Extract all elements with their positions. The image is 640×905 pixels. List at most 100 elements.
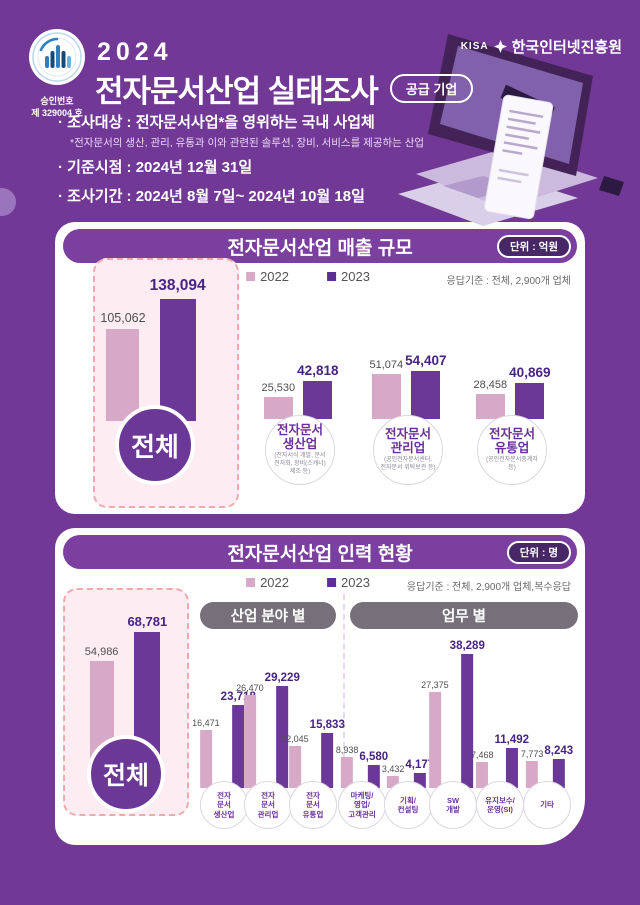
value-2023: 15,833 — [309, 719, 345, 731]
category-name: 전자 문서 관리업 — [257, 790, 279, 819]
sales-chart-distribution: 28,458 40,869 전자문서 유통업 (공인전자문서중계자 등) — [452, 282, 572, 504]
hr-respondent-note: 응답기준 : 전체, 2,900개 업체,복수응답 — [406, 582, 571, 593]
category-circle: 전자 문서 생산업 — [200, 781, 248, 829]
category-circle: 전자문서 관리업 (공인전자문서센터, 전자문서 위탁보관 등) — [373, 415, 443, 485]
category-name: 전자 문서 유통업 — [302, 790, 324, 819]
value-2023: 68,781 — [127, 614, 168, 629]
sales-total-chart: 105,062 138,094 전체 — [93, 258, 239, 508]
survey-target-note: *전자문서의 생산, 관리, 유통과 이와 관련된 솔루션, 장비, 서비스를 … — [70, 136, 425, 149]
survey-overview: · 조사대상 : 전자문서사업*을 영위하는 국내 사업체 *전자문서의 생산,… — [58, 112, 508, 207]
category-name: 기타 — [540, 800, 554, 810]
bar-2022 — [341, 757, 354, 788]
bar-2023 — [552, 759, 565, 788]
category-circle: 전자문서 생산업 (전자서식 개발, 문서 전자화, 장비(스캐너) 제조 등) — [265, 415, 335, 485]
hr-chart-maintenance: 7,468 11,492 유지보수/ 운영(SI) — [471, 628, 529, 829]
value-2022: 16,471 — [192, 718, 220, 728]
category-circle: 기획/ 컨설팅 — [384, 781, 432, 829]
legend-label-2022: 2022 — [260, 269, 289, 284]
bar-column-2022: 12,045 — [281, 734, 309, 788]
hr-total-chart: 54,986 68,781 전체 — [63, 588, 189, 816]
category-name: 전자문서 유통업 — [488, 427, 535, 456]
value-2023: 11,492 — [494, 734, 530, 746]
approval-number: 승인번호 제 329004 호 — [26, 95, 88, 119]
survey-target: · 조사대상 : 전자문서사업*을 영위하는 국내 사업체 — [58, 114, 375, 131]
bar-2022 — [106, 329, 140, 421]
hr-chart-management: 26,470 29,229 전자 문서 관리업 — [236, 628, 300, 829]
value-2022: 12,045 — [281, 734, 309, 744]
laptop-printing-illustration — [398, 34, 624, 226]
sales-section-card: 전자문서산업 매출 규모 단위 : 억원 2022 2023 응답기준 : 전체… — [55, 222, 585, 514]
legend: 2022 2023 — [246, 575, 370, 590]
total-circle: 전체 — [115, 405, 195, 485]
category-circle: SW 개발 — [429, 781, 477, 829]
category-name: SW 개발 — [446, 795, 460, 814]
group-divider — [343, 594, 345, 817]
value-2022: 8,938 — [335, 745, 359, 755]
title-row: 전자문서산업 실태조사 공급 기업 — [95, 66, 474, 111]
bar-column-2023: 15,833 — [310, 719, 345, 788]
supply-badge: 공급 기업 — [389, 74, 474, 103]
bar-column-2023: 8,243 — [544, 745, 573, 788]
bar-2022 — [243, 695, 256, 788]
bar-column-2023: 138,094 — [150, 277, 206, 421]
bar-column-2023: 40,869 — [509, 365, 550, 419]
category-name: 마케팅/ 영업/ 고객관리 — [348, 790, 376, 819]
sales-chart-management: 51,074 54,407 전자문서 관리업 (공인전자문서센터, 전자문서 위… — [348, 282, 468, 504]
bar-group: 3,432 4,177 — [382, 628, 434, 788]
kisa-name: 한국인터넷진흥원 — [511, 39, 622, 56]
value-2023: 42,818 — [297, 363, 339, 378]
legend-label-2023: 2023 — [341, 269, 370, 284]
legend: 2022 2023 — [246, 269, 370, 284]
kisa-star-icon — [493, 40, 507, 53]
bar-column-2022: 8,938 — [335, 745, 359, 788]
bar-group: 26,470 29,229 — [236, 628, 300, 788]
bar-column-2023: 11,492 — [494, 734, 529, 788]
bar-group: 28,458 40,869 — [452, 282, 572, 419]
national-statistics-emblem-icon — [29, 29, 85, 85]
survey-period: · 조사기간 : 2024년 8월 7일~ 2024년 10월 18일 — [58, 187, 365, 205]
sales-chart-production: 25,530 42,818 전자문서 생산업 (전자서식 개발, 문서 전자화,… — [240, 282, 360, 504]
category-circle: 유지보수/ 운영(SI) — [476, 781, 524, 829]
hr-chart-marketing: 8,938 6,580 마케팅/ 영업/ 고객관리 — [334, 628, 390, 829]
bar-2022 — [428, 692, 441, 788]
bar-column-2022: 7,773 — [521, 749, 543, 788]
value-2023: 138,094 — [149, 277, 206, 294]
page-title: 전자문서산업 실태조사 — [95, 74, 379, 109]
total-circle: 전체 — [87, 735, 165, 813]
value-2023: 40,869 — [509, 365, 551, 380]
value-2022: 28,458 — [473, 379, 508, 391]
bar-column-2023: 54,407 — [405, 353, 446, 419]
group-title-task: 업무 별 — [350, 602, 578, 629]
bar-2023 — [461, 654, 474, 788]
category-circle: 전자 문서 관리업 — [244, 781, 292, 829]
category-name: 전자 문서 생산업 — [213, 790, 235, 819]
category-circle: 기타 — [523, 781, 571, 829]
bar-column-2022: 25,530 — [262, 382, 295, 419]
category-desc: (공인전자문서센터, 전자문서 위탁보관 등) — [380, 457, 436, 471]
hr-unit-badge: 단위 : 명 — [506, 541, 571, 564]
value-2022: 26,470 — [236, 683, 264, 693]
bar-column-2022: 26,470 — [236, 683, 264, 788]
hr-section-title: 전자문서산업 인력 현황 — [63, 535, 577, 569]
category-name: 전자문서 생산업 — [276, 423, 323, 452]
bar-2022 — [199, 730, 212, 788]
legend-swatch-2023 — [327, 272, 336, 281]
sales-section-title: 전자문서산업 매출 규모 — [63, 229, 577, 263]
bar-column-2023: 42,818 — [297, 363, 338, 419]
bar-2023 — [159, 299, 196, 421]
bar-2023 — [515, 383, 545, 419]
approval-value: 제 329004 호 — [31, 108, 83, 119]
group-title-sector: 산업 분야 별 — [200, 602, 336, 629]
legend-label-2023: 2023 — [341, 575, 370, 590]
legend-2022: 2022 — [246, 575, 289, 590]
bar-group: 105,062 138,094 — [100, 277, 206, 421]
value-2022: 51,074 — [369, 359, 404, 371]
bar-2023 — [505, 748, 518, 788]
bar-2022 — [371, 374, 401, 419]
category-desc: (전자서식 개발, 문서 전자화, 장비(스캐너) 제조 등) — [274, 453, 326, 475]
bar-2023 — [232, 705, 245, 788]
value-2022: 27,375 — [421, 680, 449, 690]
bar-column-2023: 38,289 — [450, 640, 485, 788]
bar-group: 12,045 15,833 — [281, 628, 345, 788]
